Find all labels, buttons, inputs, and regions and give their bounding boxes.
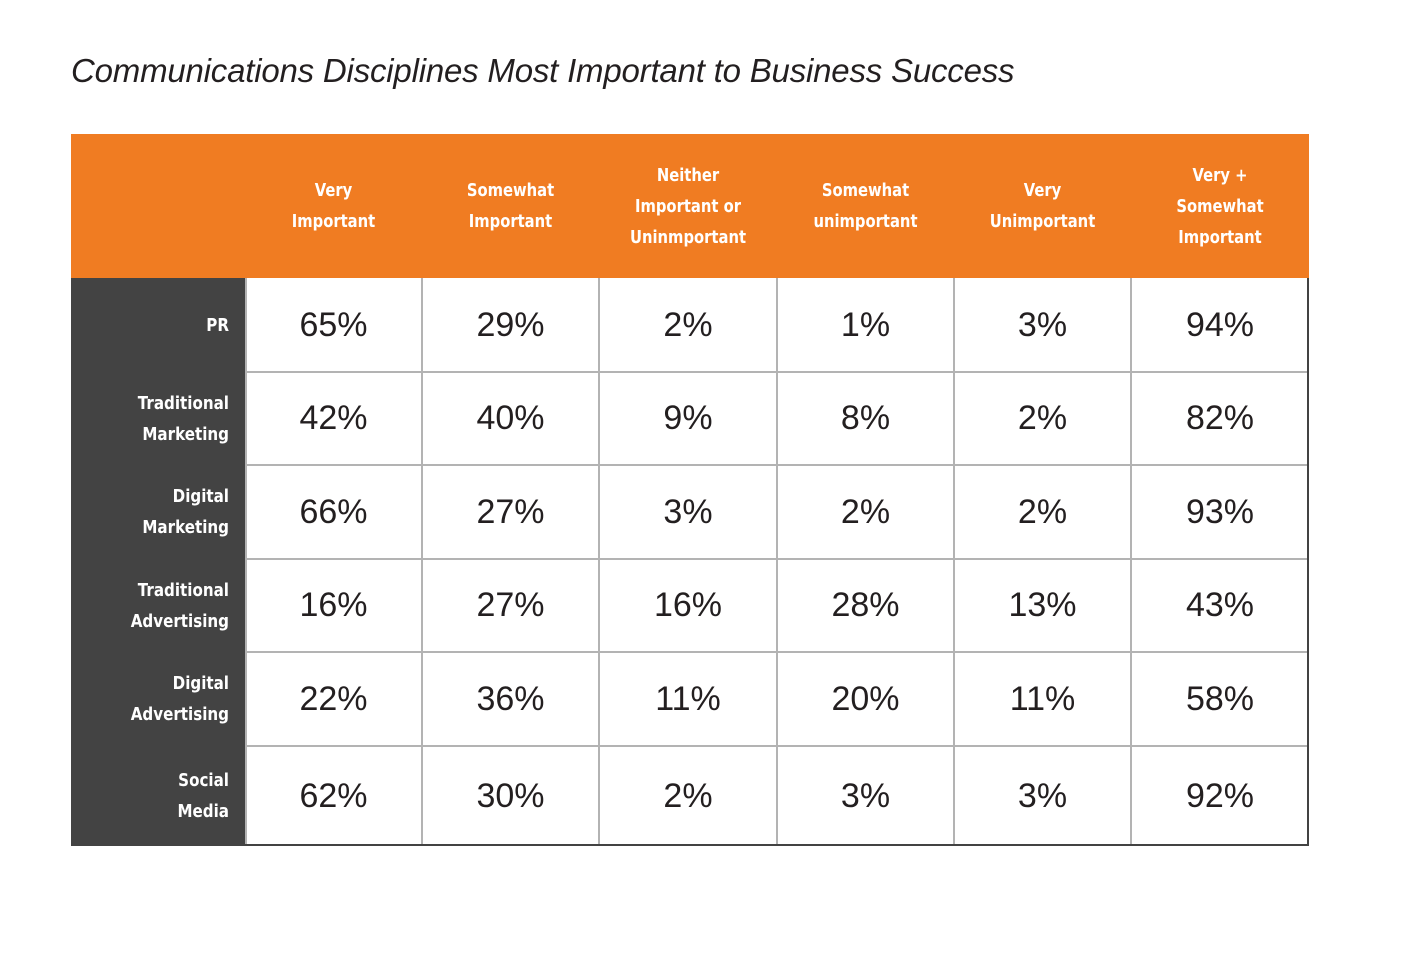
- table-cell: 58%: [1185, 679, 1255, 718]
- table-cell: 82%: [1185, 399, 1255, 437]
- table-cell: 11%: [655, 679, 721, 718]
- table-border-bottom: [71, 844, 1309, 846]
- table-cell: 93%: [1185, 492, 1255, 531]
- table-cell: 2%: [663, 305, 713, 344]
- table-cell: 1%: [840, 305, 891, 344]
- table-cell: 3%: [1017, 776, 1068, 815]
- grid-line-horizontal: [245, 371, 1309, 373]
- table-border-right: [1307, 278, 1309, 846]
- table-cell: 9%: [663, 399, 713, 437]
- table-cell: 40%: [476, 399, 545, 437]
- row-header: Traditional Marketing: [137, 392, 229, 445]
- table-cell: 3%: [663, 492, 713, 531]
- grid-line-vertical: [421, 278, 423, 846]
- grid-line-vertical: [776, 278, 778, 846]
- table-cell: 43%: [1185, 586, 1255, 624]
- grid-line-horizontal: [245, 745, 1309, 747]
- table-cell: 3%: [840, 776, 891, 815]
- table-cell: 2%: [663, 776, 713, 815]
- table-cell: 27%: [476, 586, 545, 624]
- row-header: Digital Marketing: [142, 486, 229, 538]
- grid-line-vertical: [598, 278, 600, 846]
- table-cell: 8%: [840, 399, 891, 437]
- column-header: Very Important: [291, 180, 376, 232]
- table-cell: 28%: [831, 586, 900, 624]
- table-cell: 66%: [299, 492, 368, 531]
- column-header: Very Unimportant: [989, 180, 1096, 232]
- table-cell: 22%: [299, 679, 368, 718]
- table-cell: 20%: [831, 679, 900, 718]
- chart-title: Communications Disciplines Most Importan…: [71, 52, 1015, 89]
- grid-line-horizontal: [245, 558, 1309, 560]
- column-header: Very + Somewhat Important: [1176, 164, 1264, 248]
- row-header: PR: [206, 314, 229, 336]
- row-header: Traditional Advertising: [130, 579, 229, 632]
- column-header: Neither Important or Uninmportant: [629, 164, 747, 248]
- grid-line-horizontal: [245, 651, 1309, 653]
- grid-line-vertical: [953, 278, 955, 846]
- table-cell: 16%: [653, 586, 723, 624]
- table-cell: 11%: [1009, 679, 1076, 718]
- column-header: Somewhat unimportant: [813, 180, 918, 232]
- table-cell: 2%: [840, 492, 891, 531]
- table-cell: 3%: [1017, 305, 1068, 344]
- grid-line-vertical: [1130, 278, 1132, 846]
- table-cell: 94%: [1185, 305, 1255, 344]
- table-cell: 2%: [1017, 492, 1068, 531]
- grid-line-vertical: [245, 278, 247, 846]
- table-cell: 16%: [299, 586, 368, 624]
- table-cell: 13%: [1008, 586, 1077, 624]
- column-header: Somewhat Important: [466, 180, 555, 232]
- table-cell: 62%: [299, 776, 368, 815]
- table-cell: 36%: [476, 679, 545, 718]
- table-cell: 2%: [1017, 399, 1068, 437]
- data-table: Very Important Somewhat Important Neither …: [71, 134, 1309, 846]
- table-cell: 92%: [1185, 776, 1255, 815]
- column-header-band: [71, 134, 1309, 278]
- row-header: Digital Advertising: [130, 673, 229, 725]
- table-cell: 29%: [476, 305, 545, 344]
- table-cell: 42%: [299, 399, 368, 437]
- table-cell: 27%: [476, 492, 545, 531]
- table-cell: 65%: [299, 305, 368, 344]
- table-cell: 30%: [476, 776, 545, 815]
- row-header-column: [71, 278, 245, 846]
- row-header: Social Media: [177, 770, 229, 822]
- grid-line-horizontal: [245, 464, 1309, 466]
